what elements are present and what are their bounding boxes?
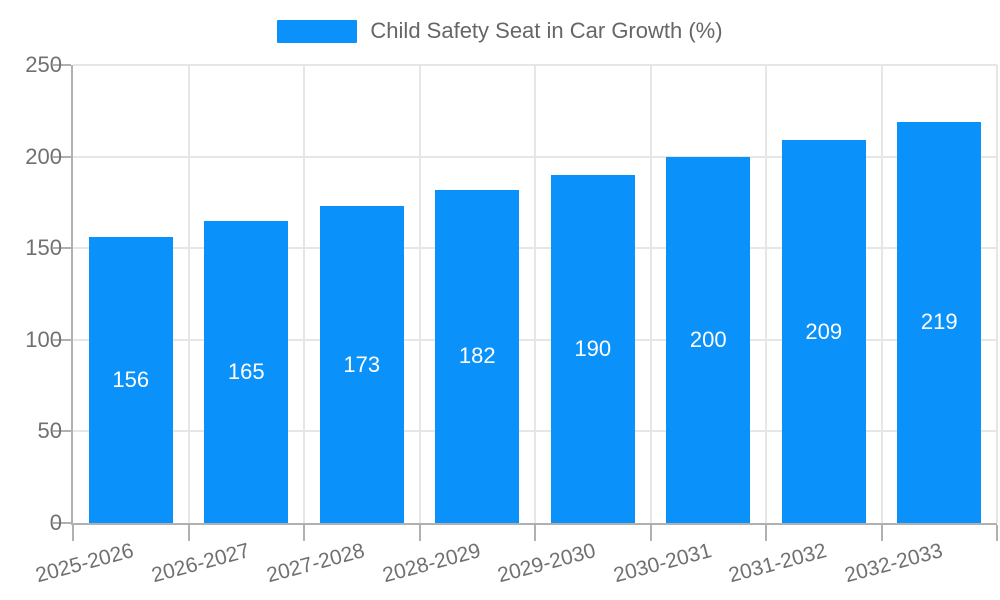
bar[interactable]: 219	[897, 121, 982, 523]
gridline-vertical	[996, 65, 998, 523]
bar-value-label: 200	[689, 326, 727, 352]
y-axis-tick	[53, 522, 71, 524]
bar-value-label: 182	[458, 343, 496, 369]
bar-value-label: 219	[920, 309, 958, 335]
x-axis-line	[71, 523, 997, 525]
legend-label[interactable]: Child Safety Seat in Car Growth (%)	[370, 18, 723, 43]
x-axis-tick	[534, 525, 536, 541]
bar-value-label: 165	[227, 358, 265, 384]
x-axis-label: 2025-2026	[33, 539, 137, 588]
bar-value-label: 209	[805, 318, 843, 344]
legend-swatch-icon[interactable]	[277, 19, 358, 43]
y-axis-tick	[53, 338, 71, 341]
bar[interactable]: 165	[204, 220, 289, 523]
bar[interactable]: 209	[781, 140, 866, 523]
legend[interactable]: Child Safety Seat in Car Growth (%)	[0, 18, 1000, 44]
y-axis-label: 250	[25, 52, 62, 77]
bar-value-label: 173	[343, 351, 381, 377]
x-axis-tick	[72, 525, 74, 541]
x-axis-label: 2027-2028	[264, 539, 368, 588]
x-axis-tick	[996, 525, 998, 541]
gridline-vertical	[303, 65, 305, 523]
x-axis-tick	[303, 525, 305, 541]
y-axis-label: 50	[37, 418, 62, 444]
bar[interactable]: 182	[435, 189, 520, 523]
x-axis-tick	[880, 525, 883, 541]
x-axis-tick	[418, 525, 421, 541]
y-axis-label: 200	[25, 143, 62, 169]
gridline-vertical	[765, 65, 767, 523]
bar[interactable]: 200	[666, 156, 751, 523]
y-axis-label: 150	[25, 235, 62, 261]
y-axis-tick	[53, 155, 71, 158]
bar-value-label: 156	[112, 367, 150, 393]
x-axis-tick	[187, 525, 190, 541]
x-axis-tick	[765, 525, 767, 541]
gridline-vertical	[880, 65, 883, 523]
bar[interactable]: 156	[88, 237, 173, 523]
x-axis-label: 2032-2033	[841, 539, 945, 588]
x-axis-label: 2028-2029	[379, 539, 483, 588]
y-axis-label: 100	[25, 326, 62, 352]
x-axis-label: 2030-2031	[610, 539, 714, 588]
y-axis-line	[71, 65, 73, 525]
gridline-vertical	[649, 65, 652, 523]
y-axis-label: 0	[49, 510, 62, 535]
x-axis-label: 2026-2027	[148, 539, 252, 588]
x-axis-tick	[649, 525, 652, 541]
gridline-vertical	[418, 65, 421, 523]
bar-value-label: 190	[574, 335, 612, 361]
gridline-vertical	[187, 65, 190, 523]
y-axis-tick	[53, 430, 71, 433]
bar[interactable]: 173	[319, 206, 404, 523]
x-axis-label: 2029-2030	[495, 539, 599, 588]
gridline-vertical	[534, 65, 536, 523]
x-axis-label: 2031-2032	[726, 539, 830, 588]
y-axis-tick	[53, 247, 71, 250]
bar[interactable]: 190	[550, 174, 635, 523]
y-axis-tick	[53, 64, 71, 66]
